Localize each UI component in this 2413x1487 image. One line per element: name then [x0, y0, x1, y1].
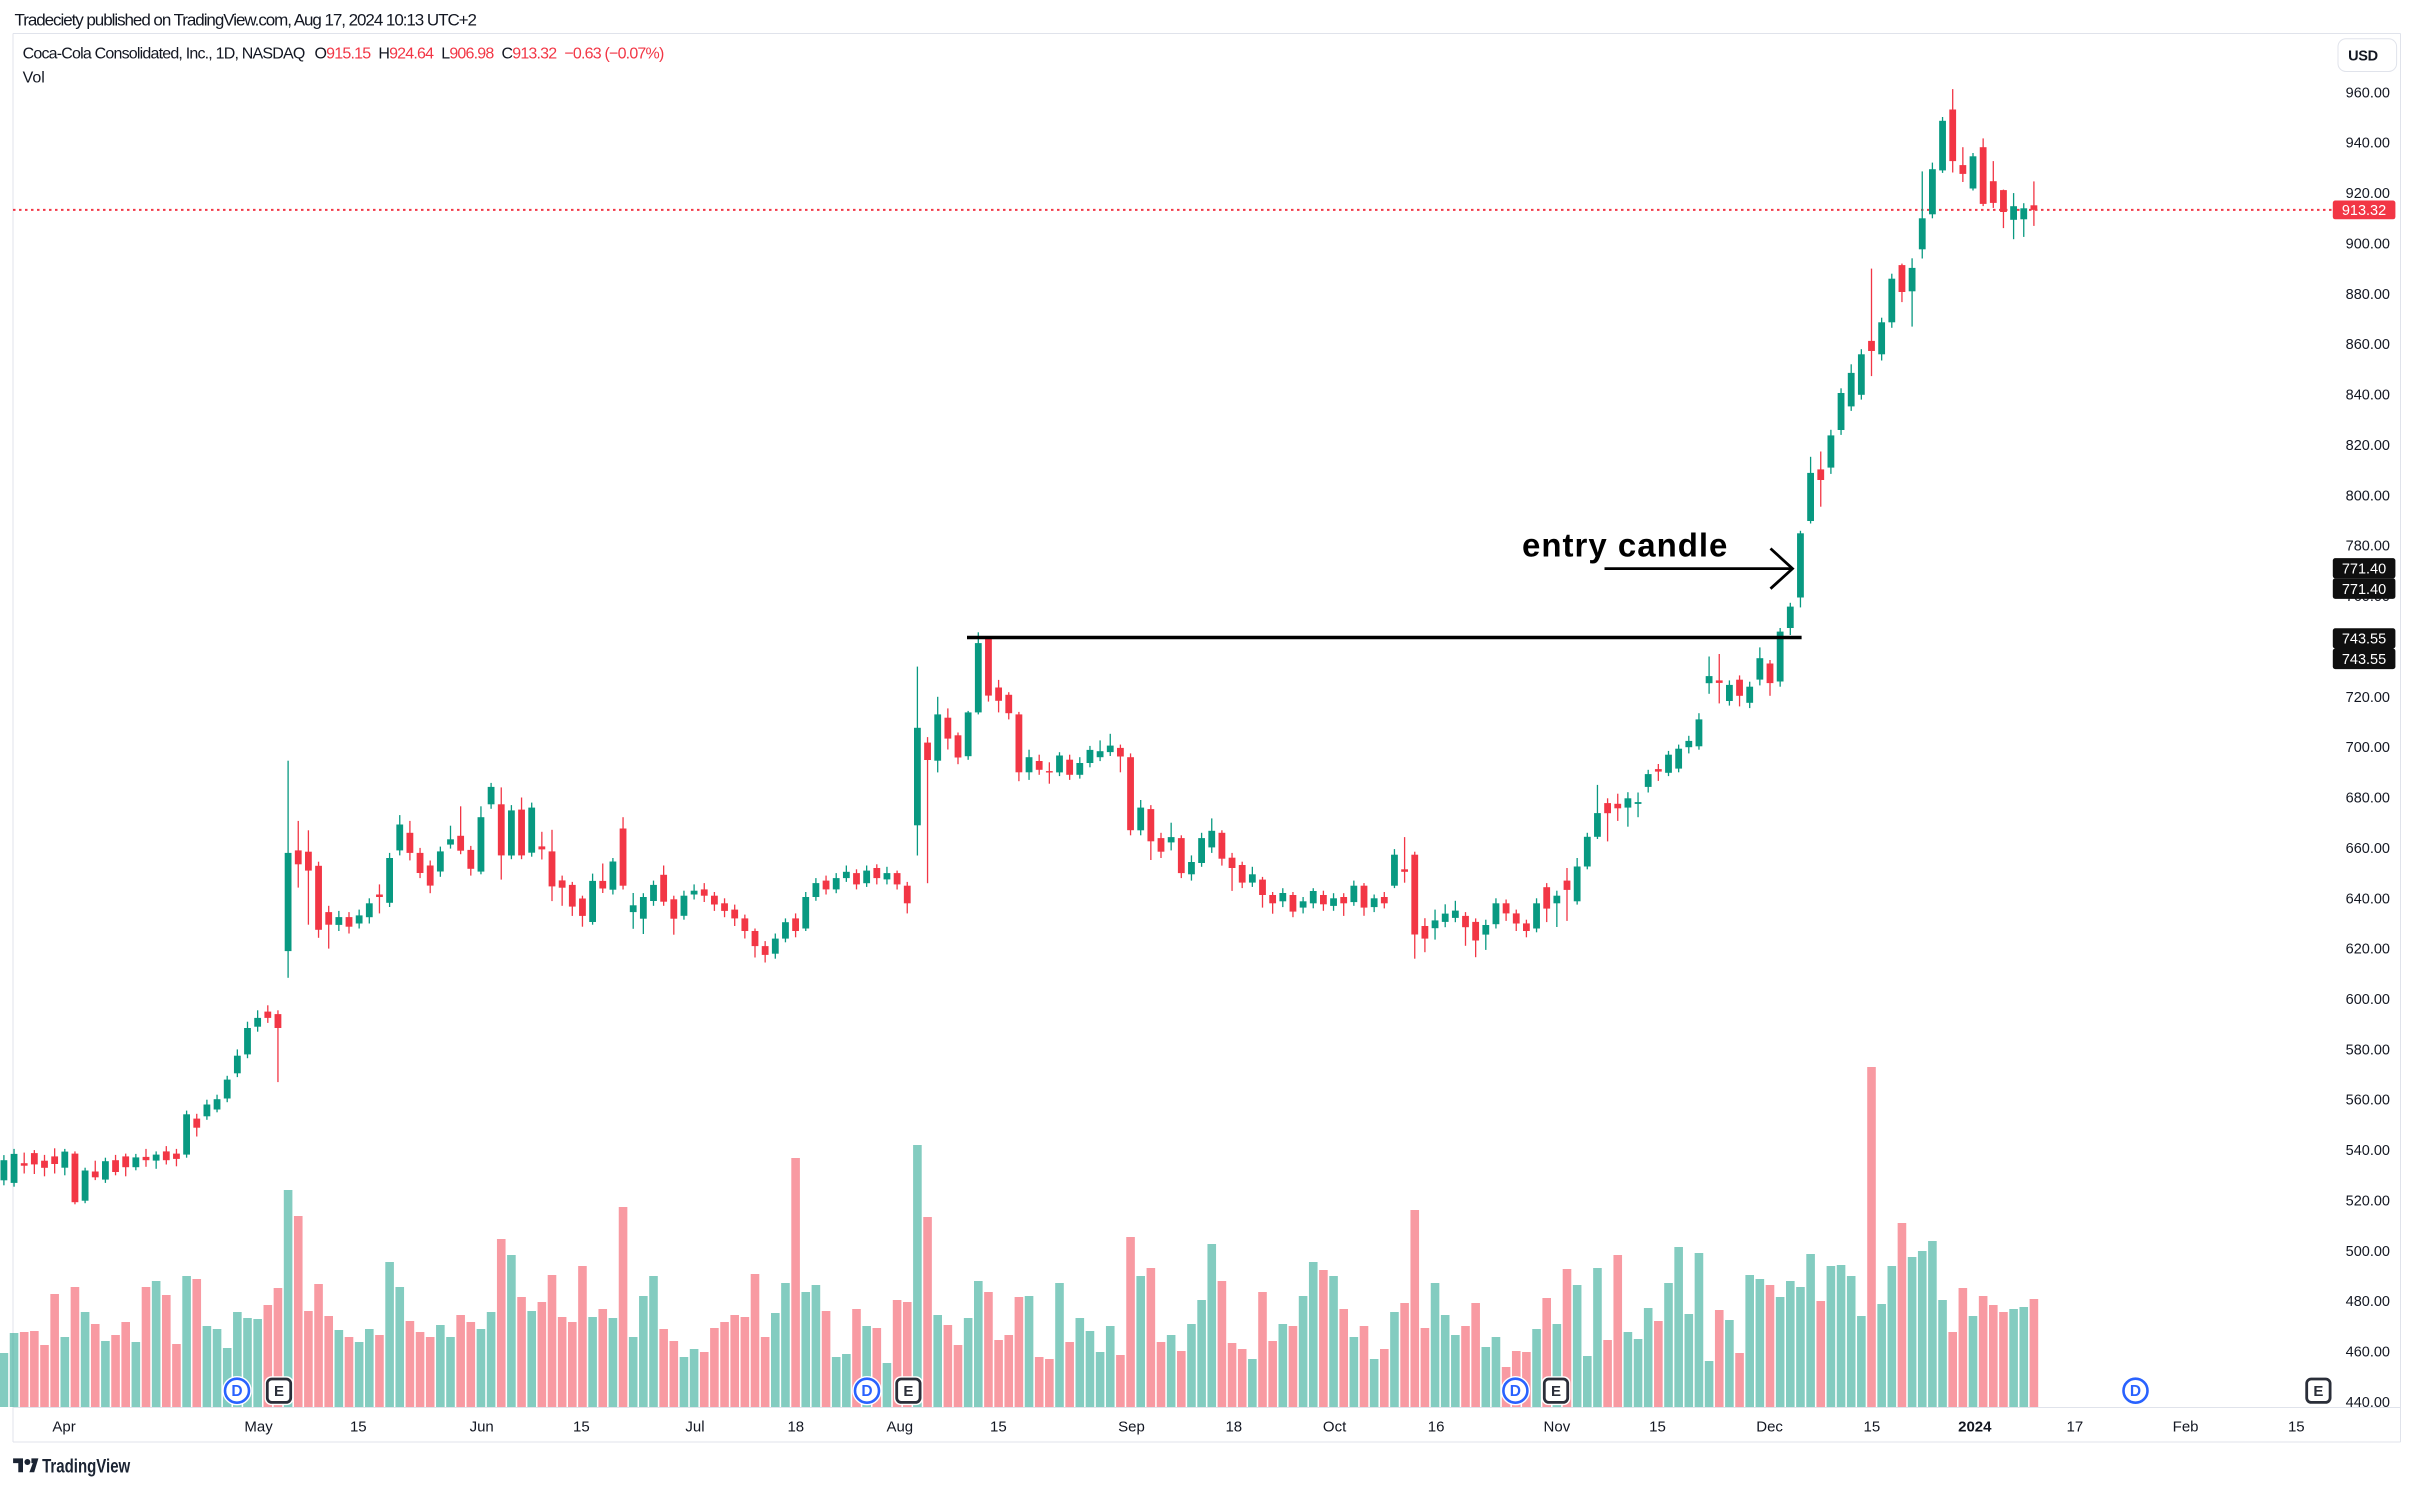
svg-text:E: E: [1551, 1383, 1561, 1400]
svg-text:860.00: 860.00: [2346, 337, 2390, 353]
svg-text:Aug: Aug: [886, 1419, 913, 1436]
svg-text:771.40: 771.40: [2342, 561, 2386, 577]
svg-text:440.00: 440.00: [2346, 1395, 2390, 1411]
svg-text:480.00: 480.00: [2346, 1294, 2390, 1310]
svg-text:620.00: 620.00: [2346, 942, 2390, 958]
svg-text:600.00: 600.00: [2346, 992, 2390, 1008]
svg-text:Sep: Sep: [1118, 1419, 1145, 1436]
svg-text:743.55: 743.55: [2342, 632, 2386, 648]
svg-text:540.00: 540.00: [2346, 1143, 2390, 1159]
svg-text:820.00: 820.00: [2346, 438, 2390, 454]
svg-text:18: 18: [787, 1419, 804, 1436]
svg-text:800.00: 800.00: [2346, 488, 2390, 504]
svg-text:Dec: Dec: [1756, 1419, 1783, 1436]
svg-text:D: D: [231, 1383, 242, 1400]
svg-text:D: D: [861, 1383, 872, 1400]
svg-text:640.00: 640.00: [2346, 891, 2390, 907]
svg-text:Nov: Nov: [1544, 1419, 1571, 1436]
svg-text:900.00: 900.00: [2346, 237, 2390, 253]
svg-text:15: 15: [350, 1419, 367, 1436]
svg-text:USD: USD: [2348, 48, 2378, 64]
svg-text:May: May: [244, 1419, 273, 1436]
svg-text:560.00: 560.00: [2346, 1093, 2390, 1109]
svg-text:Feb: Feb: [2173, 1419, 2199, 1436]
svg-text:E: E: [903, 1383, 913, 1400]
svg-text:840.00: 840.00: [2346, 388, 2390, 404]
svg-text:743.55: 743.55: [2342, 652, 2386, 668]
svg-text:18: 18: [1225, 1419, 1242, 1436]
svg-text:Tradeciety published on Tradin: Tradeciety published on TradingView.com,…: [15, 11, 477, 30]
svg-text:780.00: 780.00: [2346, 539, 2390, 555]
svg-text:E: E: [274, 1383, 284, 1400]
svg-text:460.00: 460.00: [2346, 1345, 2390, 1361]
svg-text:520.00: 520.00: [2346, 1194, 2390, 1210]
svg-text:Vol: Vol: [23, 70, 45, 87]
svg-text:500.00: 500.00: [2346, 1244, 2390, 1260]
svg-text:660.00: 660.00: [2346, 841, 2390, 857]
svg-text:Coca-Cola Consolidated, Inc.,: Coca-Cola Consolidated, Inc., 1D, NASDAQ…: [23, 46, 664, 63]
svg-text:Jul: Jul: [685, 1419, 704, 1436]
svg-text:960.00: 960.00: [2346, 85, 2390, 101]
svg-text:880.00: 880.00: [2346, 287, 2390, 303]
svg-text:15: 15: [573, 1419, 590, 1436]
svg-text:D: D: [2130, 1383, 2141, 1400]
svg-text:580.00: 580.00: [2346, 1042, 2390, 1058]
svg-text:15: 15: [990, 1419, 1007, 1436]
svg-text:D: D: [1510, 1383, 1521, 1400]
svg-text:913.32: 913.32: [2342, 203, 2386, 219]
svg-text:Apr: Apr: [52, 1419, 75, 1436]
svg-text:720.00: 720.00: [2346, 690, 2390, 706]
svg-text:771.40: 771.40: [2342, 582, 2386, 598]
svg-text:Oct: Oct: [1323, 1419, 1347, 1436]
svg-text:680.00: 680.00: [2346, 791, 2390, 807]
svg-text:700.00: 700.00: [2346, 740, 2390, 756]
svg-text:17: 17: [2067, 1419, 2084, 1436]
svg-text:Jun: Jun: [470, 1419, 494, 1436]
svg-text:15: 15: [1864, 1419, 1881, 1436]
svg-text:entry candle: entry candle: [1522, 527, 1728, 564]
svg-text:TradingView: TradingView: [42, 1455, 131, 1477]
svg-text:16: 16: [1428, 1419, 1445, 1436]
svg-text:15: 15: [2288, 1419, 2305, 1436]
svg-text:2024: 2024: [1958, 1419, 1992, 1436]
svg-text:15: 15: [1649, 1419, 1666, 1436]
svg-text:920.00: 920.00: [2346, 186, 2390, 202]
svg-text:E: E: [2313, 1383, 2323, 1400]
svg-text:940.00: 940.00: [2346, 136, 2390, 152]
